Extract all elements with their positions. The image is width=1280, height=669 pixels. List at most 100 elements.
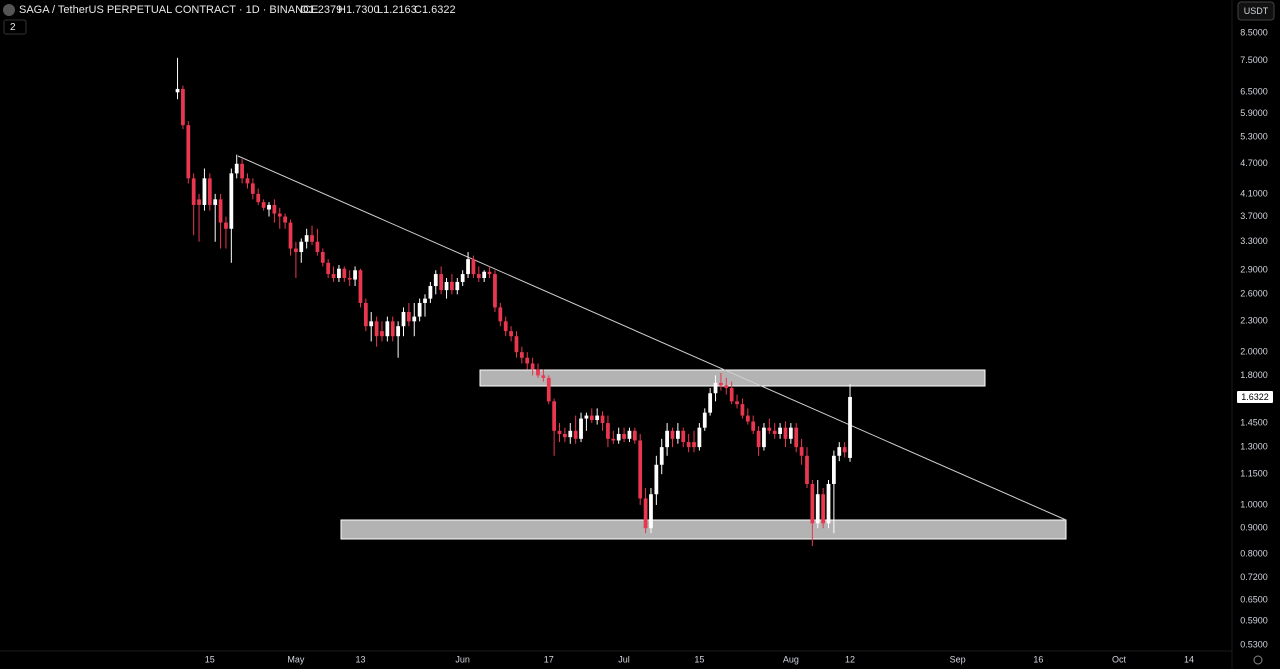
y-tick-label: 7.5000 (1240, 55, 1268, 65)
candle-body (638, 440, 643, 499)
settings-icon[interactable] (1253, 655, 1263, 665)
y-tick-label: 0.5300 (1240, 639, 1268, 649)
x-tick-label: Aug (783, 654, 799, 664)
candle-body (396, 326, 400, 337)
candle-body (181, 88, 185, 126)
y-tick-label: 2.6000 (1240, 289, 1268, 299)
x-tick-label: 15 (694, 654, 704, 664)
y-tick-label: 1.1500 (1240, 469, 1268, 479)
x-tick-label: 15 (205, 654, 215, 664)
y-tick-label: 2.0000 (1240, 347, 1268, 357)
candle-body (735, 401, 739, 405)
candle-body (649, 494, 653, 529)
y-tick-label: 1.0000 (1240, 499, 1268, 509)
candle-body (842, 447, 847, 453)
y-tick-label: 4.7000 (1240, 158, 1268, 168)
candle-body (450, 281, 454, 291)
x-tick-label: Jul (618, 654, 630, 664)
x-tick-label: 17 (544, 654, 554, 664)
ohlc-high: H1.7300 (338, 4, 380, 16)
candle-body (783, 427, 788, 439)
candle-body (310, 235, 314, 242)
candle-body (347, 277, 352, 280)
candle-body (611, 438, 616, 441)
x-tick-label: Oct (1112, 654, 1127, 664)
candle-body (261, 202, 266, 208)
candle-body (358, 270, 363, 303)
indicators-toggle[interactable] (3, 19, 27, 35)
candle-body (643, 498, 648, 529)
candle-body (530, 363, 535, 370)
candle-body (224, 222, 228, 229)
y-tick-label: 3.3000 (1240, 236, 1268, 246)
y-tick-label: 1.3000 (1240, 442, 1268, 452)
candle-body (363, 302, 368, 327)
candle-body (756, 430, 761, 448)
support-zone[interactable] (340, 519, 1067, 540)
y-tick-label: 0.6500 (1240, 594, 1268, 604)
candle-body (390, 321, 395, 337)
candle-body (250, 183, 255, 194)
resistance-zone[interactable] (479, 369, 986, 387)
candle-body (724, 385, 729, 388)
candle-body (573, 430, 578, 439)
y-tick-label: 1.4500 (1240, 417, 1268, 427)
last-price-box (1237, 390, 1273, 403)
candle-body (433, 274, 438, 286)
x-tick-label: Sep (950, 654, 966, 664)
candle-body (665, 430, 669, 448)
candle-body (337, 268, 341, 278)
candle-body (832, 455, 836, 484)
y-tick-label: 0.8000 (1240, 549, 1268, 559)
y-tick-label: 0.7200 (1240, 572, 1268, 582)
trend-line[interactable] (237, 155, 1067, 521)
candle-body (175, 88, 180, 93)
candle-body (751, 421, 756, 431)
candle-body (417, 302, 422, 317)
ohlc-open: O1.2379 (300, 4, 342, 16)
indicators-count: 2 (10, 22, 16, 33)
candle-body (331, 274, 336, 278)
candle-body (487, 271, 492, 275)
candle-body (675, 430, 680, 439)
candle-body (234, 163, 239, 174)
candle-body (519, 352, 524, 358)
candle-body (267, 204, 271, 210)
candle-body (821, 494, 826, 524)
candle-body (848, 396, 852, 458)
y-tick-label: 2.3000 (1240, 316, 1268, 326)
candle-body (380, 331, 384, 337)
candle-body (702, 412, 707, 428)
candle-body (627, 430, 632, 439)
currency-label: USDT (1244, 6, 1269, 16)
candle-body (557, 430, 562, 434)
candle-body (406, 311, 411, 322)
candle-body (272, 204, 277, 214)
candle-body (600, 415, 605, 424)
candle-body (810, 483, 815, 524)
candle-body (622, 433, 626, 439)
candle-body (186, 125, 191, 179)
candle-body (207, 178, 212, 205)
candle-body (245, 178, 250, 184)
candle-body (444, 281, 449, 291)
currency-button[interactable] (1237, 1, 1275, 21)
candle-body (552, 401, 557, 431)
last-price-label: 1.6322 (1241, 392, 1269, 402)
symbol-title[interactable]: SAGA / TetherUS PERPETUAL CONTRACT · 1D … (19, 4, 318, 16)
y-tick-label: 8.5000 (1240, 28, 1268, 38)
candle-body (584, 415, 589, 419)
y-tick-label: 5.9000 (1240, 108, 1268, 118)
candle-body (686, 442, 691, 448)
candle-body (778, 427, 782, 434)
candle-body (589, 415, 594, 421)
candle-body (503, 321, 508, 332)
candle-body (826, 483, 831, 524)
candle-body (320, 252, 325, 263)
candle-body (482, 271, 487, 278)
candle-body (439, 274, 444, 291)
candle-body (536, 369, 540, 376)
candle-body (294, 248, 298, 253)
candle-body (353, 270, 357, 280)
